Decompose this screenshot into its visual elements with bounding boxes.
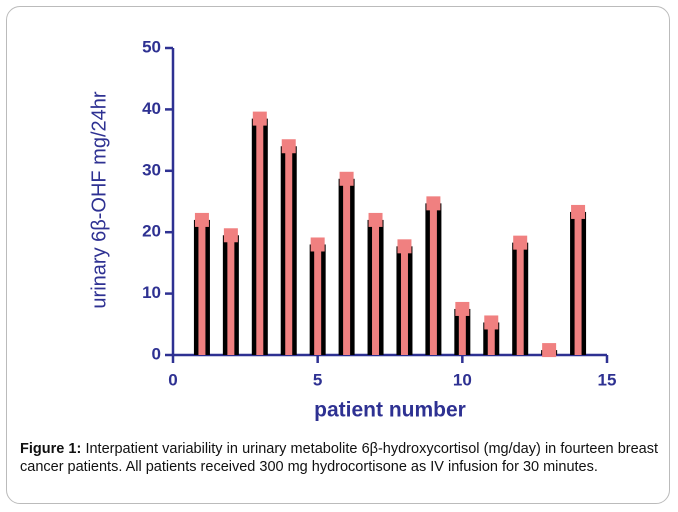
bar-fill xyxy=(429,203,437,355)
y-tick-label: 40 xyxy=(142,99,161,118)
caption: Figure 1: Interpatient variability in ur… xyxy=(20,440,658,476)
point-marker xyxy=(252,111,267,126)
y-tick-label: 10 xyxy=(142,283,161,302)
bar-fill xyxy=(343,178,351,355)
y-tick-label: 30 xyxy=(142,160,161,179)
bar-fill xyxy=(227,235,235,355)
x-tick-label: 0 xyxy=(168,370,177,389)
bar-fill xyxy=(516,242,524,355)
point-marker xyxy=(571,204,586,219)
bar-fill xyxy=(256,118,264,355)
y-axis-label: urinary 6β-OHF mg/24hr xyxy=(88,91,110,308)
point-marker xyxy=(542,343,557,358)
bar-fill xyxy=(458,308,466,355)
x-tick-label: 10 xyxy=(453,370,472,389)
point-marker xyxy=(426,196,441,211)
point-marker xyxy=(484,315,499,330)
point-marker xyxy=(513,235,528,250)
point-marker xyxy=(223,228,238,243)
point-marker xyxy=(194,212,209,227)
bar-fill xyxy=(372,219,380,355)
bar-fill xyxy=(400,246,408,355)
point-marker xyxy=(455,301,470,316)
bar-fill xyxy=(285,146,293,355)
figure-frame xyxy=(6,6,670,504)
caption-label: Figure 1: xyxy=(20,441,82,457)
point-marker xyxy=(397,239,412,254)
bar-fill xyxy=(574,211,582,355)
y-tick-label: 50 xyxy=(142,37,161,56)
bar-fill xyxy=(314,244,322,355)
point-marker xyxy=(339,171,354,186)
chart: urinary 6β-OHF mg/24hr patient number 0 1… xyxy=(88,37,617,422)
point-marker xyxy=(281,139,296,154)
point-marker xyxy=(368,212,383,227)
bar-fill xyxy=(198,219,206,355)
x-tick-label: 15 xyxy=(598,370,617,389)
caption-text: Interpatient variability in urinary meta… xyxy=(20,441,658,475)
x-axis-label: patient number xyxy=(314,399,466,422)
y-tick-label: 0 xyxy=(152,344,161,363)
bar-fill xyxy=(487,322,495,355)
x-tick-label: 5 xyxy=(313,370,322,389)
point-marker xyxy=(310,237,325,252)
y-tick-label: 20 xyxy=(142,222,161,241)
